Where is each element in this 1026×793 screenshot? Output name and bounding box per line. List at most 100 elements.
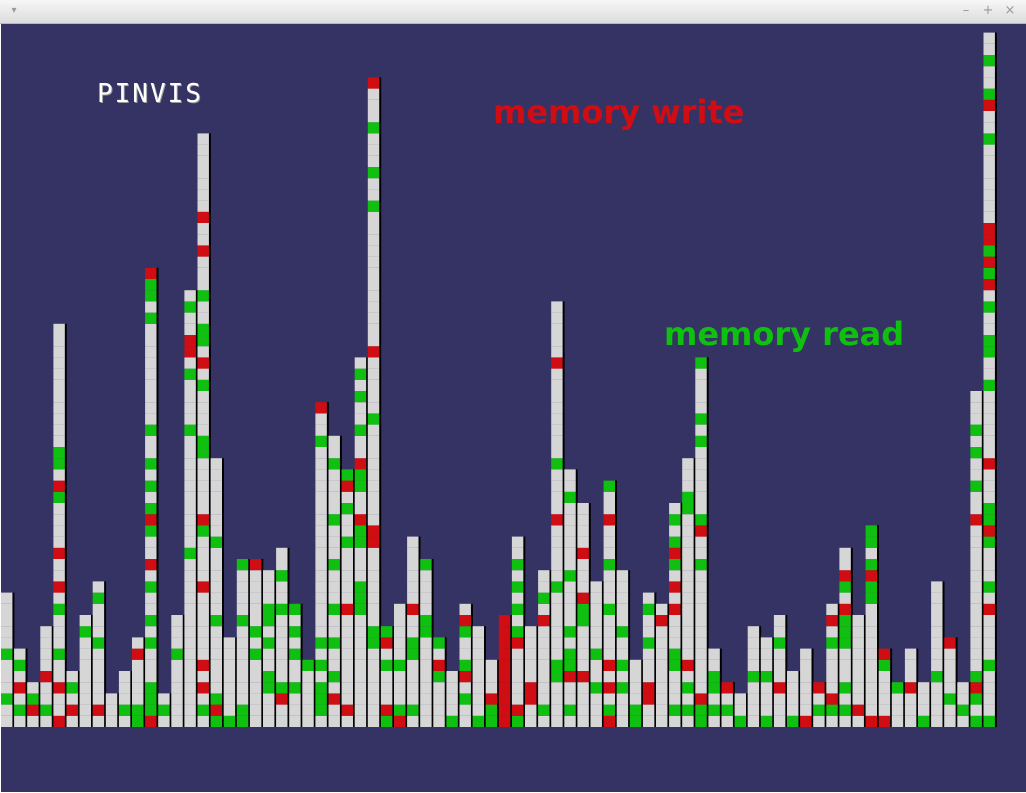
window-menu-button[interactable]: ▾: [11, 5, 17, 16]
memory-block: [970, 581, 982, 593]
memory-block: [564, 615, 576, 627]
memory-block: [367, 133, 380, 145]
memory-block: [538, 603, 550, 615]
memory-block: [983, 357, 995, 369]
memory-block: [577, 536, 589, 548]
memory-block: [682, 693, 694, 705]
memory-write-block: [498, 704, 511, 716]
memory-block: [53, 626, 65, 638]
memory-write-block: [839, 570, 851, 582]
memory-block: [564, 637, 576, 649]
memory-block: [695, 469, 707, 481]
memory-block: [14, 671, 26, 683]
memory-block: [800, 693, 812, 705]
memory-block: [682, 648, 694, 660]
activity-column: [682, 458, 696, 727]
memory-write-block: [826, 615, 838, 627]
memory-block: [367, 99, 380, 111]
memory-block: [564, 547, 576, 559]
memory-write-block: [341, 480, 353, 492]
title-bar[interactable]: ▾ – + ×: [0, 0, 1026, 24]
column-shadow: [510, 615, 513, 727]
memory-block: [577, 704, 589, 716]
memory-block: [603, 570, 615, 582]
memory-read-block: [669, 704, 681, 716]
memory-read-block: [682, 704, 694, 716]
memory-block: [407, 615, 419, 627]
memory-block: [826, 715, 838, 727]
memory-block: [210, 514, 222, 526]
maximize-button[interactable]: +: [982, 3, 994, 18]
memory-block: [223, 659, 236, 671]
memory-block: [53, 402, 65, 414]
memory-block: [551, 648, 563, 660]
memory-block: [79, 704, 91, 716]
memory-block: [276, 559, 288, 571]
column-shadow: [38, 682, 41, 727]
column-shadow: [104, 581, 107, 727]
memory-block: [944, 704, 956, 716]
memory-block: [92, 671, 105, 683]
memory-write-block: [498, 615, 511, 627]
memory-block: [197, 603, 209, 615]
activity-column: [656, 603, 670, 727]
memory-block: [603, 525, 615, 537]
memory-write-block: [983, 458, 995, 470]
memory-block: [983, 66, 995, 78]
memory-block: [197, 189, 209, 201]
memory-write-block: [642, 682, 655, 694]
close-button[interactable]: ×: [1004, 3, 1016, 18]
memory-block: [53, 525, 65, 537]
memory-read-block: [367, 200, 380, 212]
memory-read-block: [983, 503, 995, 515]
memory-block: [983, 167, 995, 179]
memory-block: [407, 570, 419, 582]
memory-block: [367, 335, 380, 347]
memory-read-block: [590, 648, 602, 660]
memory-block: [747, 704, 760, 716]
memory-block: [407, 626, 419, 638]
memory-write-block: [603, 514, 615, 526]
memory-read-block: [695, 704, 707, 716]
memory-block: [367, 368, 380, 380]
column-shadow: [379, 77, 382, 727]
memory-read-block: [970, 715, 982, 727]
memory-block: [682, 626, 694, 638]
memory-write-block: [983, 223, 995, 235]
memory-block: [656, 648, 668, 660]
memory-block: [931, 592, 943, 604]
memory-block: [236, 603, 249, 615]
memory-block: [551, 480, 563, 492]
memory-block: [210, 626, 222, 638]
memory-write-block: [970, 682, 982, 694]
memory-block: [642, 615, 655, 627]
column-shadow: [457, 671, 460, 727]
memory-write-block: [564, 671, 576, 683]
memory-block: [394, 648, 406, 660]
memory-read-block: [289, 682, 301, 694]
column-shadow: [91, 615, 93, 727]
minimize-button[interactable]: –: [962, 3, 970, 18]
memory-block: [747, 626, 760, 638]
memory-read-block: [289, 603, 301, 615]
memory-block: [354, 491, 367, 503]
memory-write-block: [197, 682, 209, 694]
memory-block: [983, 480, 995, 492]
memory-block: [577, 581, 589, 593]
memory-block: [983, 122, 995, 134]
memory-block: [433, 648, 445, 660]
memory-block: [263, 715, 275, 727]
memory-block: [223, 682, 236, 694]
memory-block: [760, 693, 773, 705]
memory-block: [315, 648, 327, 660]
memory-block: [394, 637, 406, 649]
column-shadow: [549, 570, 552, 727]
memory-block: [263, 704, 275, 716]
memory-block: [315, 525, 327, 537]
memory-read-block: [970, 424, 982, 436]
memory-block: [616, 648, 629, 660]
activity-column: [341, 469, 355, 727]
memory-block: [656, 704, 668, 716]
memory-block: [616, 671, 629, 683]
memory-read-block: [197, 435, 209, 447]
